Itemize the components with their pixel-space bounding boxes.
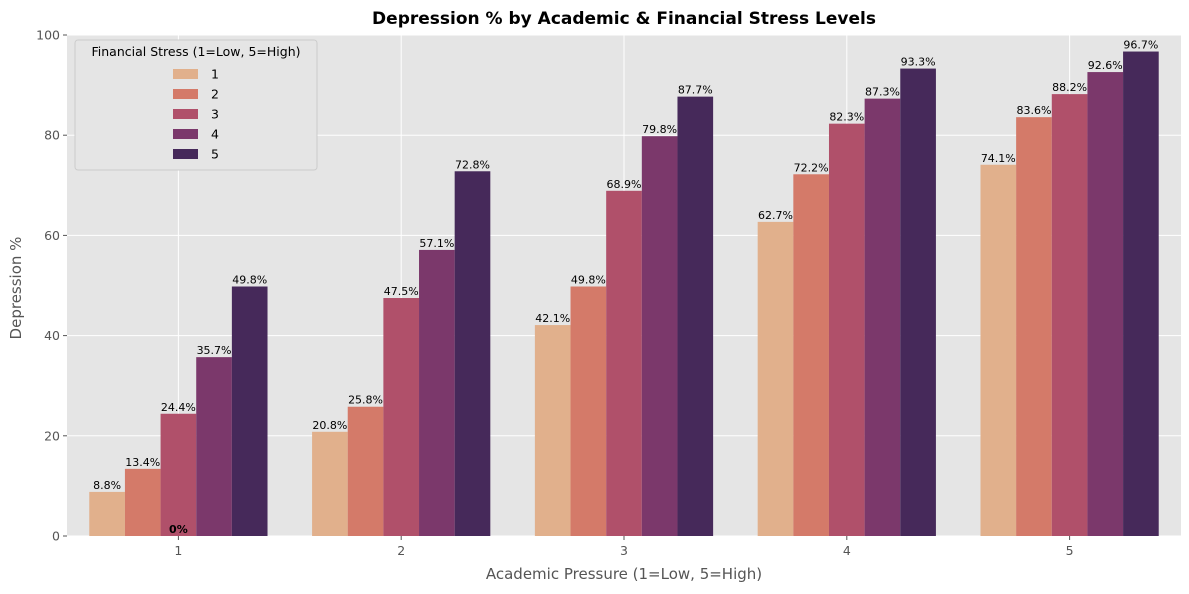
bar-value-label: 13.4%: [125, 456, 160, 469]
bar-value-label: 79.8%: [642, 123, 677, 136]
bar-value-label: 92.6%: [1088, 59, 1123, 72]
y-tick-label: 60: [44, 228, 60, 243]
y-tick-label: 100: [36, 28, 60, 43]
bar: [419, 249, 455, 536]
annotations: 0%: [169, 523, 188, 536]
x-tick-label: 2: [397, 543, 405, 558]
y-axis-label: Depression %: [7, 237, 25, 340]
bar: [383, 298, 420, 536]
bar: [757, 221, 794, 537]
bar-value-label: 96.7%: [1123, 39, 1158, 52]
bar-value-label: 83.6%: [1016, 104, 1051, 117]
bar-value-label: 93.3%: [901, 56, 936, 69]
bar: [980, 164, 1017, 536]
bar: [864, 98, 901, 536]
bar-value-label: 72.8%: [455, 158, 490, 171]
bar: [1087, 72, 1124, 536]
bar-value-label: 25.8%: [348, 394, 383, 407]
x-tick-label: 4: [843, 543, 851, 558]
bar: [828, 123, 865, 536]
annotation-label: 0%: [169, 523, 188, 536]
bar-value-label: 20.8%: [312, 419, 347, 432]
y-tick-label: 80: [44, 128, 60, 143]
x-axis-ticks: 1 2 3 4 5: [174, 536, 1074, 558]
legend-title: Financial Stress (1=Low, 5=High): [92, 44, 301, 59]
y-tick-label: 20: [44, 428, 60, 443]
bar: [793, 174, 829, 536]
legend-swatch: [173, 69, 198, 79]
x-axis-label: Academic Pressure (1=Low, 5=High): [486, 565, 762, 583]
bar: [641, 136, 678, 536]
bar-value-label: 62.7%: [758, 209, 793, 222]
bar: [231, 286, 268, 536]
legend-entry-label: 1: [211, 67, 219, 82]
bar: [534, 325, 571, 536]
bar-value-label: 88.2%: [1052, 81, 1087, 94]
bar-value-label: 87.7%: [678, 84, 713, 97]
bar-data-labels: 8.8% 20.8% 42.1% 62.7% 74.1% 13.4% 25.8% 49.8% 7…: [93, 39, 1158, 492]
legend-box: [74, 39, 318, 171]
bar: [1016, 117, 1052, 536]
bar-value-label: 42.1%: [535, 312, 570, 325]
bar: [570, 286, 607, 536]
bar-value-label: 72.2%: [794, 161, 829, 174]
legend-items: 1 2 3 4 5: [173, 67, 219, 162]
bar-value-label: 8.8%: [93, 479, 121, 492]
bar: [1123, 51, 1159, 537]
legend-entry-label: 3: [211, 107, 219, 122]
legend-swatch: [173, 129, 198, 139]
bar: [454, 171, 491, 536]
bar: [606, 190, 642, 536]
x-tick-label: 3: [620, 543, 628, 558]
y-tick-label: 0: [52, 529, 60, 544]
y-axis-ticks: 0 20 40 60 80 100: [36, 28, 67, 544]
chart-title: Depression % by Academic & Financial Str…: [372, 9, 876, 29]
bar: [89, 491, 125, 536]
bar: [900, 68, 936, 536]
bar: [677, 96, 714, 537]
bar-value-label: 49.8%: [232, 274, 267, 287]
bar: [1051, 94, 1088, 537]
legend-entry-label: 5: [211, 147, 219, 162]
legend-entry-label: 4: [211, 127, 219, 142]
legend: Financial Stress (1=Low, 5=High) 1 2 3 4 5: [74, 39, 318, 171]
bar-value-label: 68.9%: [607, 178, 642, 191]
bar: [347, 406, 384, 536]
x-tick-label: 1: [174, 543, 182, 558]
bar: [196, 357, 232, 536]
legend-swatch: [173, 89, 198, 99]
bar-value-label: 35.7%: [197, 344, 232, 357]
bar-value-label: 57.1%: [419, 237, 454, 250]
legend-entry-label: 2: [211, 87, 219, 102]
bar: [160, 413, 197, 536]
bar-value-label: 47.5%: [384, 285, 419, 298]
legend-swatch: [173, 109, 198, 119]
y-tick-label: 40: [44, 328, 60, 343]
bar-value-label: 24.4%: [161, 401, 196, 414]
bar-value-label: 49.8%: [571, 274, 606, 287]
bars: [89, 51, 1159, 537]
bar-value-label: 74.1%: [981, 152, 1016, 165]
bar: [124, 468, 161, 536]
bar: [312, 431, 348, 536]
bar-value-label: 87.3%: [865, 86, 900, 99]
x-tick-label: 5: [1066, 543, 1074, 558]
legend-swatch: [173, 149, 198, 159]
bar-value-label: 82.3%: [829, 111, 864, 124]
